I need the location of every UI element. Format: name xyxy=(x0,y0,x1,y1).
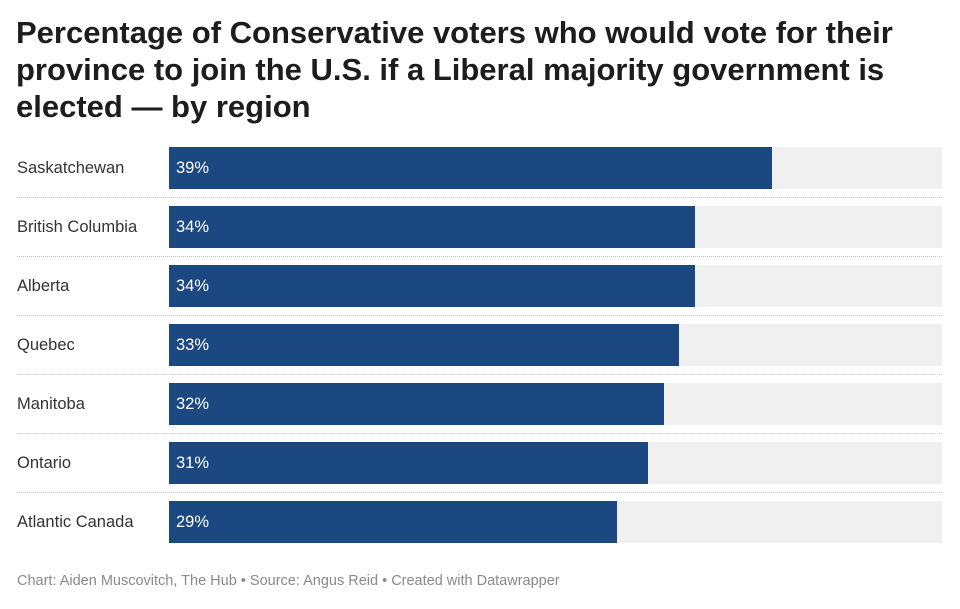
bar-track: 32% xyxy=(169,383,942,425)
value-label: 29% xyxy=(176,513,210,531)
bar: 33% xyxy=(169,324,680,366)
value-label: 33% xyxy=(176,336,210,354)
bar-track: 39% xyxy=(169,147,942,189)
value-label: 34% xyxy=(176,277,210,295)
row-separator xyxy=(17,315,942,316)
bar: 31% xyxy=(169,442,649,484)
category-label: Atlantic Canada xyxy=(17,513,134,531)
bar-track: 34% xyxy=(169,265,942,307)
bar-row: Atlantic Canada 29% xyxy=(0,501,960,560)
row-separator xyxy=(17,433,942,434)
category-label: Ontario xyxy=(17,454,72,472)
bar-row: Quebec 33% xyxy=(0,324,960,383)
bar-track: 29% xyxy=(169,501,942,543)
value-label: 34% xyxy=(176,218,210,236)
bar-track: 33% xyxy=(169,324,942,366)
bar-row: Manitoba 32% xyxy=(0,383,960,442)
category-label: Manitoba xyxy=(17,395,85,413)
bar: 39% xyxy=(169,147,772,189)
bar: 34% xyxy=(169,265,695,307)
chart-footer: Chart: Aiden Muscovitch, The Hub • Sourc… xyxy=(17,573,560,589)
bar-row: Alberta 34% xyxy=(0,265,960,324)
bar-row: Ontario 31% xyxy=(0,442,960,501)
bar-row: Saskatchewan 39% xyxy=(0,147,960,206)
category-label: Alberta xyxy=(17,277,70,295)
row-separator xyxy=(17,374,942,375)
value-label: 31% xyxy=(176,454,210,472)
row-separator xyxy=(17,492,942,493)
category-label: Quebec xyxy=(17,336,75,354)
bar: 34% xyxy=(169,206,695,248)
row-separator xyxy=(17,256,942,257)
value-label: 32% xyxy=(176,395,210,413)
bar-track: 31% xyxy=(169,442,942,484)
chart-title: Percentage of Conservative voters who wo… xyxy=(16,15,893,124)
bar: 32% xyxy=(169,383,664,425)
category-label: British Columbia xyxy=(17,218,138,236)
value-label: 39% xyxy=(176,159,210,177)
row-separator xyxy=(17,197,942,198)
bar-row: British Columbia 34% xyxy=(0,206,960,265)
bar: 29% xyxy=(169,501,618,543)
bar-track: 34% xyxy=(169,206,942,248)
category-label: Saskatchewan xyxy=(17,159,125,177)
